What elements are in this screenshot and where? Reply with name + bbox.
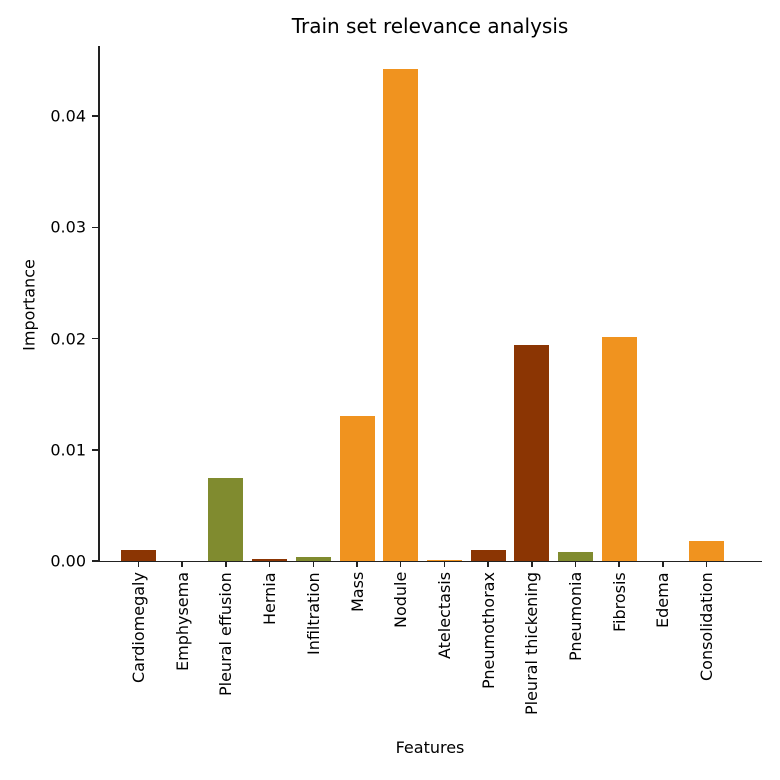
x-axis-label: Features xyxy=(395,738,465,757)
x-tick xyxy=(225,561,227,567)
bar-mass xyxy=(339,416,375,561)
chart-title: Train set relevance analysis xyxy=(291,14,569,38)
bar-atelectasis xyxy=(426,559,462,561)
bar-pneumothorax xyxy=(470,549,506,561)
x-tick-label: Pleural thickening xyxy=(522,571,542,715)
bar-pleural-thickening xyxy=(514,345,550,561)
y-tick xyxy=(92,226,98,229)
x-tick xyxy=(181,561,183,567)
x-tick-label: Pneumothorax xyxy=(478,572,498,689)
bar-fibrosis xyxy=(601,337,637,561)
y-tick-label: 0.03 xyxy=(50,217,86,237)
bar-nodule xyxy=(383,69,419,561)
y-axis-label: Importance xyxy=(19,259,39,351)
x-tick xyxy=(443,561,446,567)
x-tick-label: Nodule xyxy=(391,571,411,628)
bar-pneumonia xyxy=(558,552,593,561)
y-tick xyxy=(92,115,98,117)
x-tick-label: Mass xyxy=(347,571,367,612)
x-tick-label: Pleural effusion xyxy=(216,572,236,696)
x-tick-label: Cardiomegaly xyxy=(129,572,148,683)
x-tick-label: Emphysema xyxy=(172,571,192,671)
x-tick-label: Atelectasis xyxy=(434,571,454,659)
y-tick-label: 0.04 xyxy=(50,106,86,126)
bar-hernia xyxy=(252,558,288,561)
x-tick-label: Infiltration xyxy=(303,572,323,655)
x-tick-label: Pneumonia xyxy=(566,571,585,661)
bar-infiltration xyxy=(295,556,331,561)
plot-area: 0.00 0.01 0.02 0.03 0.04 Cardiomegaly Emphysem… xyxy=(50,46,762,715)
x-axis-line xyxy=(98,560,762,562)
y-tick xyxy=(92,337,98,340)
x-tick xyxy=(399,561,402,567)
y-tick-label: 0.00 xyxy=(50,551,86,571)
y-tick xyxy=(92,449,98,451)
bar-pleural-effusion xyxy=(208,477,244,561)
x-tick xyxy=(312,561,315,567)
y-tick xyxy=(92,560,98,562)
y-tick-label: 0.02 xyxy=(50,329,86,349)
x-tick xyxy=(268,561,271,567)
x-tick xyxy=(356,561,358,567)
x-tick-label: Edema xyxy=(653,572,673,629)
x-tick xyxy=(574,561,577,567)
bar-consolidation xyxy=(689,540,725,561)
x-tick-label: Hernia xyxy=(260,572,280,625)
bar-cardiomegaly xyxy=(121,549,156,561)
x-tick xyxy=(531,561,533,567)
x-tick xyxy=(662,561,664,567)
y-tick-label: 0.01 xyxy=(50,440,86,460)
x-tick xyxy=(618,561,620,567)
x-tick xyxy=(487,561,489,567)
y-axis-line xyxy=(98,46,100,562)
x-tick-label: Consolidation xyxy=(697,572,717,681)
x-tick-label: Fibrosis xyxy=(609,572,629,632)
x-tick xyxy=(137,561,140,567)
x-tick xyxy=(705,561,708,567)
